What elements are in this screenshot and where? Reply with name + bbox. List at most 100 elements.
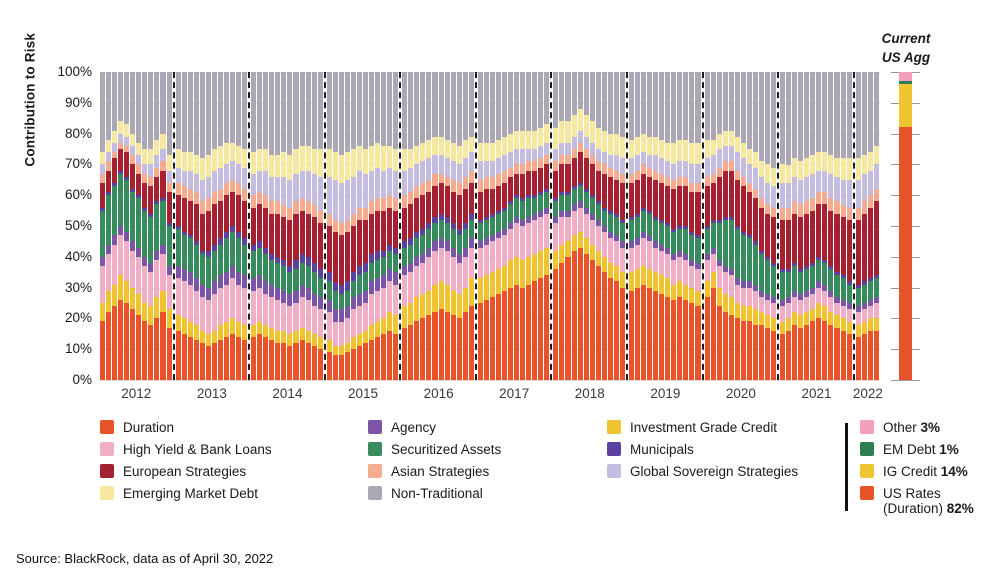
bar-segment bbox=[601, 152, 607, 165]
bar-segment bbox=[607, 176, 613, 211]
bar-segment bbox=[752, 244, 758, 285]
bar-segment bbox=[683, 186, 689, 227]
bar-segment bbox=[438, 72, 444, 137]
bar-segment bbox=[495, 158, 501, 174]
bar-segment bbox=[553, 222, 559, 251]
bar-segment bbox=[855, 219, 861, 285]
bar-segment bbox=[538, 145, 544, 159]
bar-segment bbox=[689, 192, 695, 233]
bar-segment bbox=[704, 186, 710, 227]
bar-segment bbox=[181, 232, 187, 236]
stacked-bar bbox=[338, 72, 344, 380]
stacked-bar bbox=[432, 72, 438, 380]
bar-segment bbox=[369, 146, 375, 171]
bar-segment bbox=[344, 179, 350, 220]
bar-segment bbox=[118, 275, 124, 300]
bar-segment bbox=[628, 272, 634, 291]
bar-segment bbox=[181, 281, 187, 319]
bar-segment bbox=[477, 192, 483, 220]
bar-segment bbox=[362, 72, 369, 150]
bar-segment bbox=[792, 201, 798, 214]
stacked-bar bbox=[136, 72, 142, 380]
bar-segment bbox=[257, 72, 263, 150]
bar-segment bbox=[160, 198, 166, 202]
current-us-agg-bar bbox=[899, 72, 912, 380]
bar-segment bbox=[583, 149, 589, 159]
bar-segment bbox=[489, 235, 495, 242]
stacked-bar bbox=[867, 72, 873, 380]
bar-segment bbox=[734, 226, 740, 230]
bar-segment bbox=[257, 149, 263, 171]
bar-segment bbox=[659, 293, 665, 380]
bar-segment bbox=[136, 198, 142, 248]
bar-segment bbox=[483, 176, 489, 190]
stacked-bar bbox=[426, 72, 432, 380]
bar-segment bbox=[659, 222, 665, 245]
stacked-bar bbox=[538, 72, 544, 380]
bar-segment bbox=[444, 139, 450, 159]
bar-segment bbox=[834, 275, 840, 297]
bar-segment bbox=[311, 306, 317, 334]
bar-segment bbox=[734, 179, 740, 227]
bar-segment bbox=[577, 130, 583, 143]
bar-segment bbox=[211, 250, 217, 282]
stacked-bar bbox=[634, 72, 641, 380]
bar-segment bbox=[287, 155, 293, 180]
bar-segment bbox=[758, 176, 764, 199]
bar-segment bbox=[695, 164, 701, 183]
bar-segment bbox=[683, 299, 689, 380]
bar-segment bbox=[269, 284, 275, 297]
bar-segment bbox=[148, 149, 154, 165]
stacked-bar bbox=[861, 72, 867, 380]
bar-segment bbox=[257, 192, 263, 205]
bar-segment bbox=[804, 324, 810, 380]
bar-segment bbox=[311, 293, 317, 307]
bar-segment bbox=[508, 259, 514, 288]
year-separator-line bbox=[701, 72, 704, 380]
bar-segment bbox=[495, 186, 501, 211]
bar-segment bbox=[344, 152, 350, 180]
stacked-bar bbox=[722, 72, 728, 380]
bar-segment bbox=[704, 229, 710, 254]
bar-segment bbox=[740, 235, 746, 282]
bar-segment bbox=[861, 333, 867, 380]
bar-segment bbox=[771, 167, 777, 187]
bar-segment bbox=[257, 170, 263, 193]
bar-segment bbox=[758, 324, 764, 380]
bar-segment bbox=[828, 296, 834, 313]
stacked-bar bbox=[846, 72, 852, 380]
y-tick-label: 0% bbox=[72, 372, 92, 387]
bar-segment bbox=[187, 189, 193, 202]
legend-item: Agency bbox=[368, 420, 501, 435]
bar-segment bbox=[695, 269, 701, 291]
bar-segment bbox=[408, 149, 414, 168]
bar-segment bbox=[450, 161, 456, 180]
bar-segment bbox=[653, 170, 659, 180]
bar-segment bbox=[326, 226, 332, 273]
bar-segment bbox=[251, 244, 257, 251]
bar-segment bbox=[653, 155, 659, 171]
bar-segment bbox=[628, 139, 634, 159]
bar-segment bbox=[100, 266, 106, 304]
bar-segment bbox=[181, 170, 187, 187]
bar-segment bbox=[502, 72, 508, 137]
bar-segment bbox=[758, 72, 764, 162]
bar-segment bbox=[287, 272, 293, 294]
bar-segment bbox=[873, 330, 879, 380]
bar-segment bbox=[369, 281, 375, 294]
bar-segment bbox=[420, 235, 426, 254]
bar-segment bbox=[665, 176, 671, 187]
bar-segment bbox=[565, 195, 571, 211]
bar-segment bbox=[689, 287, 695, 303]
bar-segment bbox=[553, 170, 559, 199]
gridline bbox=[100, 380, 880, 381]
bar-segment bbox=[689, 72, 695, 143]
bar-segment bbox=[771, 263, 777, 267]
bar-segment bbox=[607, 213, 613, 233]
bar-segment bbox=[634, 72, 641, 137]
bar-segment bbox=[468, 170, 474, 183]
bar-segment bbox=[489, 189, 495, 214]
bar-segment bbox=[816, 287, 822, 304]
bar-segment bbox=[716, 287, 722, 307]
bar-segment bbox=[607, 262, 613, 279]
